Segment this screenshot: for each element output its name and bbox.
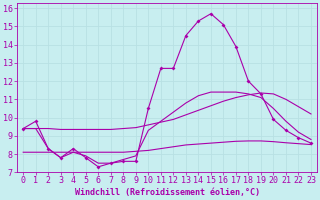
- X-axis label: Windchill (Refroidissement éolien,°C): Windchill (Refroidissement éolien,°C): [75, 188, 260, 197]
